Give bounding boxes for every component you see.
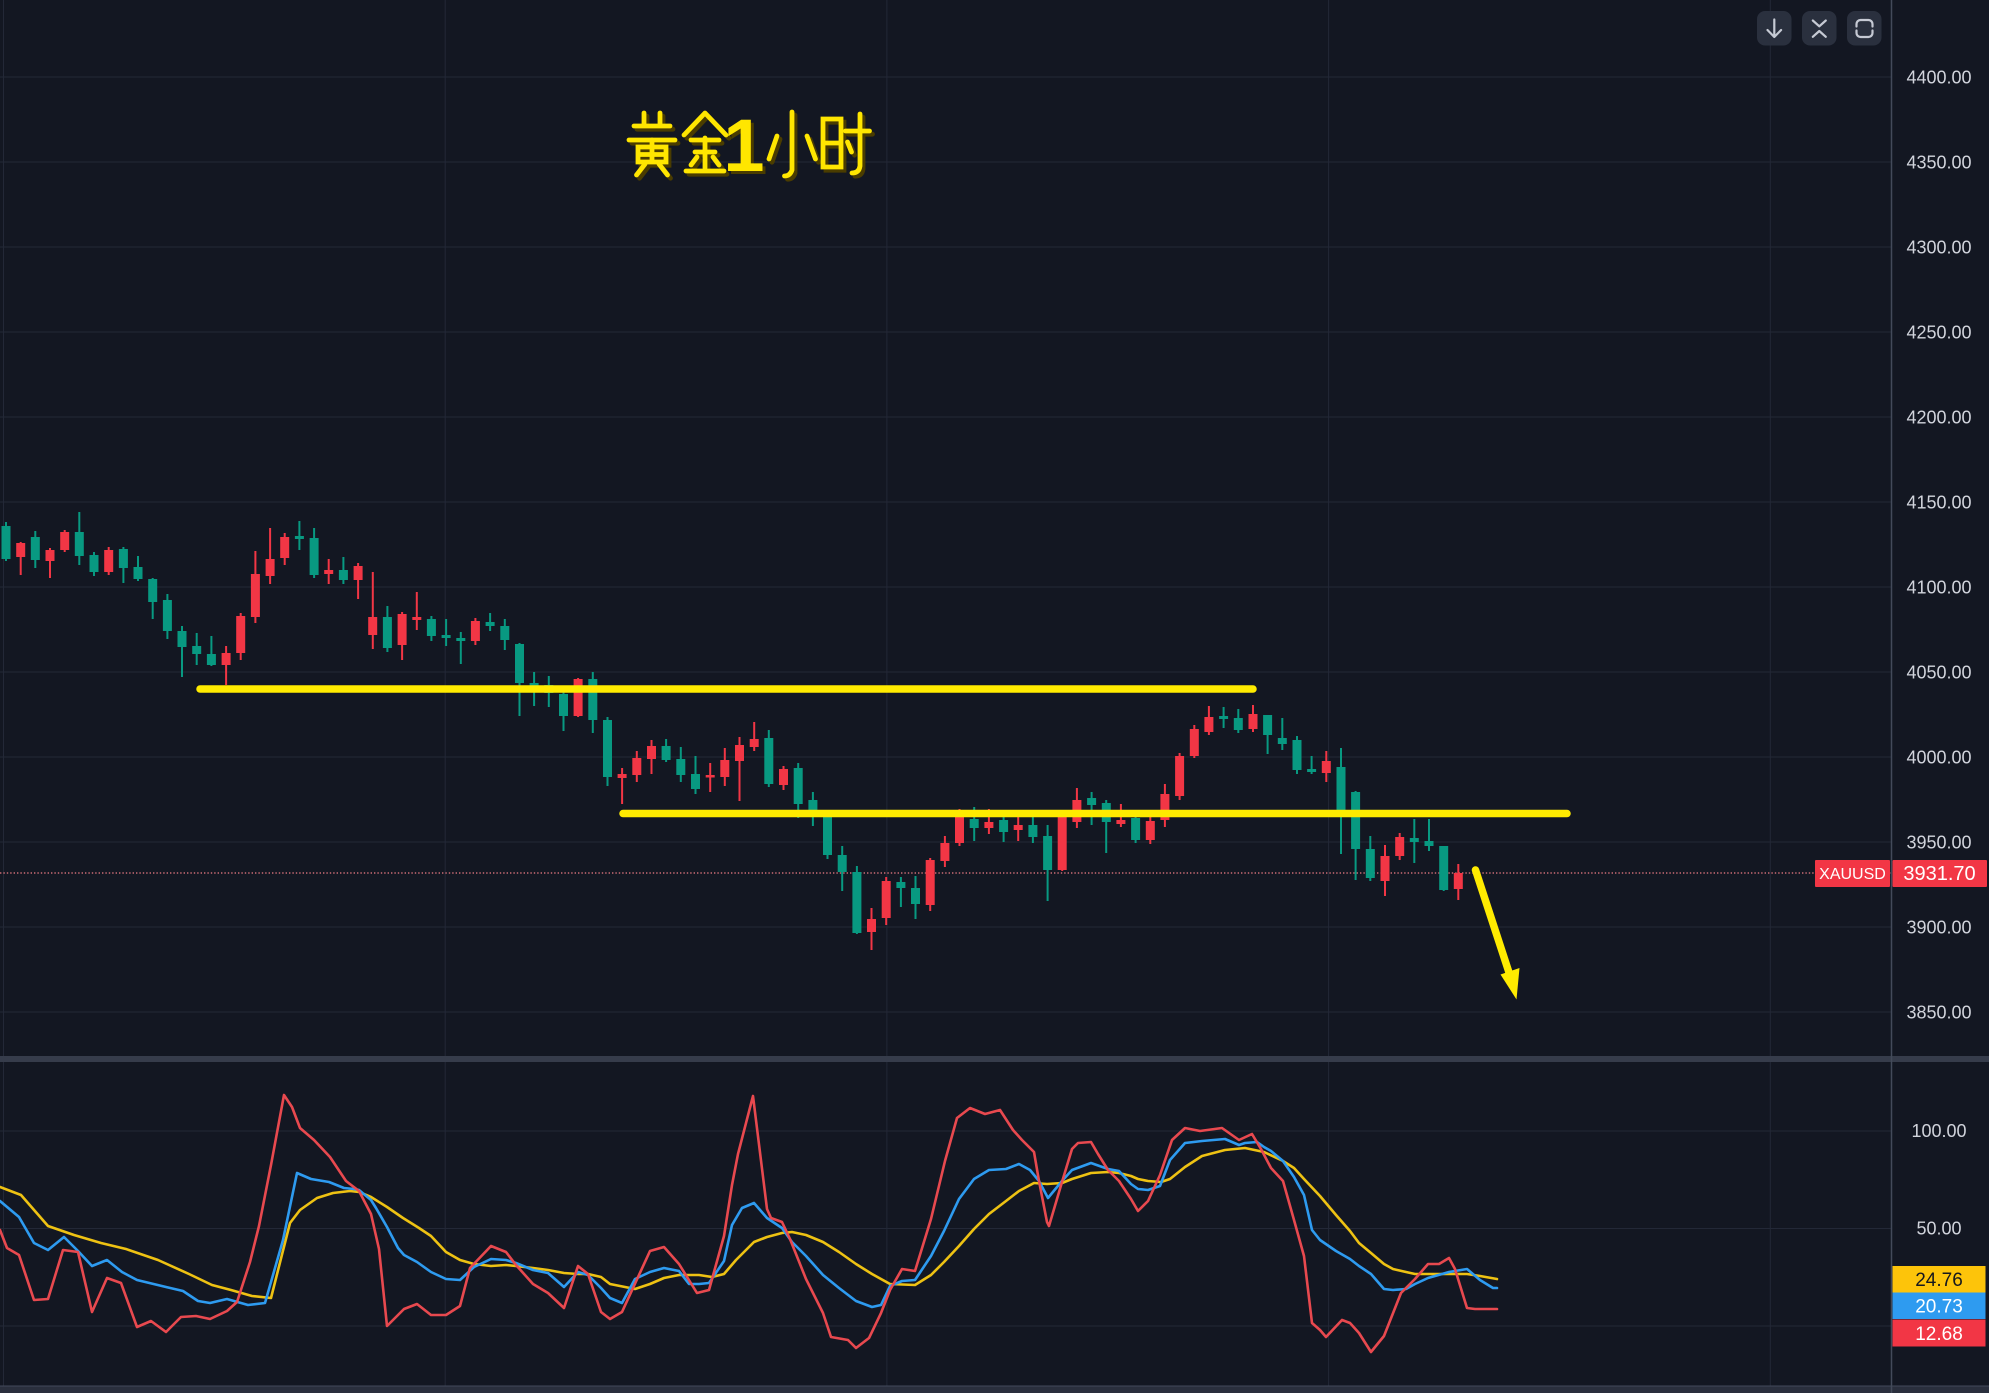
svg-text:4300.00: 4300.00 — [1906, 238, 1971, 258]
svg-text:4250.00: 4250.00 — [1906, 323, 1971, 343]
svg-text:4350.00: 4350.00 — [1906, 153, 1971, 173]
svg-text:3900.00: 3900.00 — [1906, 918, 1971, 938]
svg-text:3931.70: 3931.70 — [1903, 863, 1975, 885]
svg-text:100.00: 100.00 — [1911, 1121, 1966, 1141]
svg-text:3950.00: 3950.00 — [1906, 833, 1971, 853]
svg-text:50.00: 50.00 — [1916, 1219, 1961, 1239]
svg-text:1: 1 — [723, 104, 764, 187]
svg-text:24.76: 24.76 — [1915, 1270, 1963, 1291]
svg-text:4100.00: 4100.00 — [1906, 578, 1971, 598]
svg-text:12.68: 12.68 — [1915, 1324, 1963, 1345]
svg-text:20.73: 20.73 — [1915, 1297, 1963, 1318]
svg-text:4400.00: 4400.00 — [1906, 68, 1971, 88]
svg-text:4000.00: 4000.00 — [1906, 748, 1971, 768]
svg-text:1: 1 — [726, 107, 767, 190]
svg-text:4150.00: 4150.00 — [1906, 493, 1971, 513]
svg-text:4050.00: 4050.00 — [1906, 663, 1971, 683]
svg-text:XAUUSD: XAUUSD — [1819, 866, 1886, 883]
svg-text:4200.00: 4200.00 — [1906, 408, 1971, 428]
svg-text:3850.00: 3850.00 — [1906, 1003, 1971, 1023]
